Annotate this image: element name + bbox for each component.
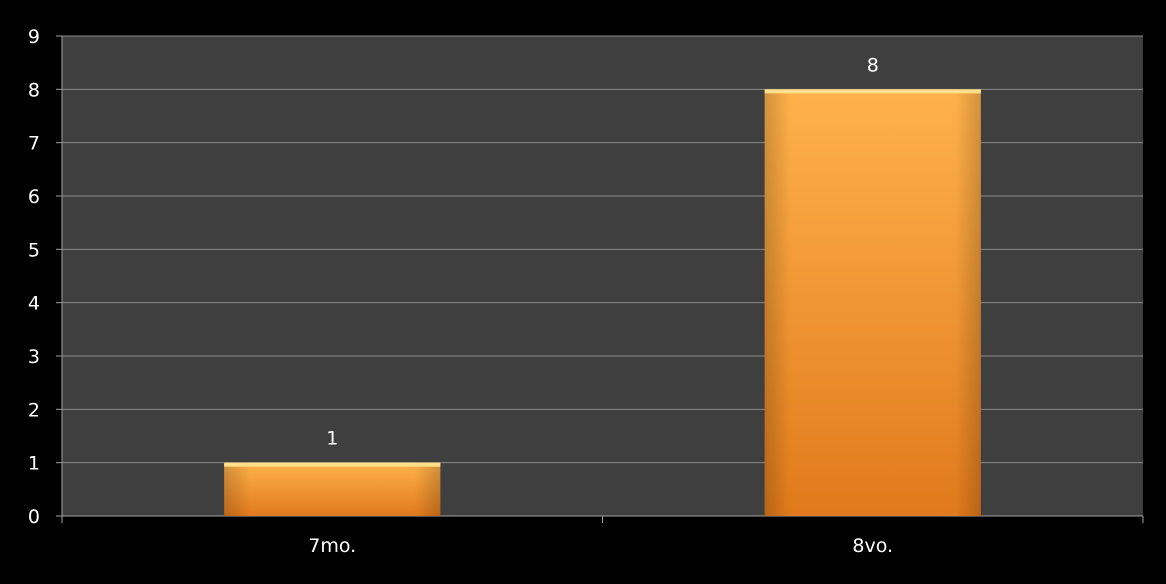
bar-top-highlight (764, 89, 981, 94)
y-tick-label: 3 (28, 346, 40, 368)
y-tick-label: 0 (28, 506, 40, 528)
bar-shading (224, 462, 441, 516)
data-label: 8 (867, 54, 879, 76)
y-tick-label: 8 (28, 79, 40, 101)
y-tick-label: 2 (28, 399, 40, 421)
x-category-label: 7mo. (308, 535, 356, 557)
data-label: 1 (326, 428, 338, 450)
x-category-label: 8vo. (852, 535, 893, 557)
y-tick-label: 9 (28, 26, 40, 48)
labels: 0 1 2 3 4 5 6 7 8 9 1 7mo. 8 8vo. (28, 26, 893, 557)
y-tick-label: 1 (28, 453, 40, 475)
y-tick-label: 6 (28, 186, 40, 208)
y-tick-label: 5 (28, 239, 40, 261)
bar-top-highlight (224, 462, 441, 467)
bars (224, 89, 981, 516)
y-tick-label: 4 (28, 293, 40, 315)
y-tick-label: 7 (28, 133, 40, 155)
bar-shading (764, 89, 981, 516)
